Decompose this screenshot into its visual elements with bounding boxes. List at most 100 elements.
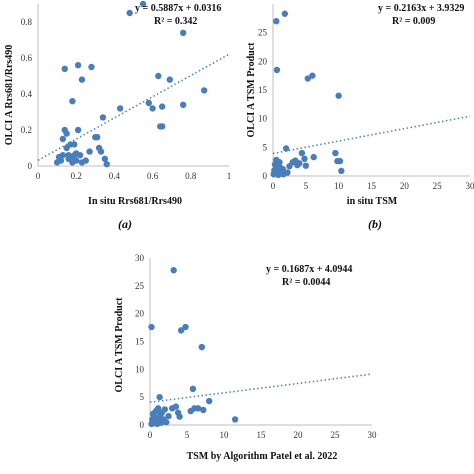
panel-c-equation: y = 0.1687x + 4.0944 <box>266 264 352 275</box>
panel-c-x-tick-label: 20 <box>294 430 304 440</box>
panel-a-data-point <box>71 141 78 148</box>
panel-c-data-point <box>194 405 202 412</box>
panel-a-data-point <box>69 98 76 105</box>
panel-a-data-point <box>74 126 82 134</box>
panel-b-x-tick-label: 5 <box>304 181 309 191</box>
panel-a-data-point <box>97 148 105 155</box>
panel-c-data-point <box>156 393 163 401</box>
panel-c-data-point <box>182 323 189 331</box>
panel-c-x-tick-label: 10 <box>220 430 230 440</box>
panel-b-data-point <box>279 165 287 173</box>
panel-c-y-tick-label: 20 <box>135 309 145 319</box>
panel-a-data-point <box>116 105 124 112</box>
panel-a-data-point <box>63 130 70 137</box>
panel-c-x-tick-label: 15 <box>257 430 267 440</box>
panel-a-data-point <box>149 105 156 112</box>
panel-c-y-tick-label: 10 <box>135 364 145 374</box>
panel-b-x-tick-label: 15 <box>367 181 377 191</box>
panel-c-xlabel: TSM by Algorithm Patel et al. 2022 <box>187 451 338 462</box>
panel-a-data-point <box>145 99 152 107</box>
panel-a-x-tick-label: 0 <box>36 171 41 181</box>
panel-a-data-point <box>59 135 67 143</box>
panel-c-data-point <box>154 405 162 412</box>
panel-b-label: (b) <box>368 217 382 231</box>
panel-a-data-point <box>57 157 65 164</box>
panel-a-r2: R² = 0.342 <box>154 16 197 27</box>
panel-c-data-point <box>200 406 207 414</box>
panel-b-xlabel: in situ TSM <box>347 196 398 207</box>
panel-c-y-tick-label: 15 <box>135 337 145 347</box>
panel-b-data-point <box>336 157 344 165</box>
panel-c-data-point <box>170 267 177 274</box>
panel-a-x-tick-label: 0.2 <box>71 171 82 181</box>
panel-a-y-tick-label: 0.2 <box>21 125 32 135</box>
panel-a-data-point <box>74 61 82 69</box>
panel-a-xlabel: In situ Rrs681/Rrs490 <box>88 196 182 207</box>
panel-a-data-point <box>86 148 93 155</box>
panel-c-data-point <box>163 419 170 426</box>
panel-c-data-point <box>177 327 185 334</box>
panel-a-y-tick-label: 0.6 <box>21 53 33 63</box>
panel-b-data-point <box>282 145 290 152</box>
panel-c-x-tick-label: 0 <box>148 430 153 440</box>
panel-b-y-tick-label: 25 <box>258 28 268 38</box>
panel-a-x-tick-label: 0.8 <box>185 171 197 181</box>
panel-b-x-tick-label: 30 <box>466 181 474 191</box>
panel-b-data-point <box>298 149 306 157</box>
panel-c-r2: R² = 0.0044 <box>282 277 330 288</box>
panel-a-ylabel: OLCI A Rrs681/Rrs490 <box>4 45 15 146</box>
panel-b-data-point <box>332 149 339 157</box>
panel-b-x-tick-label: 25 <box>433 181 443 191</box>
panel-c-data-point <box>231 416 239 423</box>
panel-b-x-tick-label: 20 <box>400 181 410 191</box>
panel-c-x-tick-label: 25 <box>331 430 341 440</box>
panel-a: 0 0.2 0.4 0.6 0.8 1 0 0.2 0.4 0.6 0.8 y = 0.5887x… <box>4 0 232 231</box>
panel-b-x-tick-label: 10 <box>334 181 344 191</box>
panel-a-data-point <box>59 152 67 159</box>
panel-b-data-point <box>335 92 342 99</box>
panel-a-data-point <box>179 29 187 36</box>
panel-c-data-point <box>198 343 205 351</box>
panel-b-data-point <box>310 153 317 161</box>
panel-a-data-point <box>101 155 109 162</box>
panel-a-data-point <box>61 65 68 73</box>
panel-b-data-point <box>296 160 303 167</box>
panel-c-y-tick-label: 30 <box>135 253 145 263</box>
panel-b-y-tick-label: 5 <box>263 142 268 152</box>
panel-c-x-tick-label: 5 <box>185 430 190 440</box>
panel-c-trendline <box>149 373 373 403</box>
panel-b-data-point <box>284 169 291 176</box>
panel-b-x-tick-label: 0 <box>271 181 276 191</box>
panel-a-data-point <box>155 72 162 80</box>
panel-a-data-point <box>179 101 187 109</box>
panel-c-data-point <box>161 406 168 413</box>
panel-a-x-tick-label: 1 <box>227 171 232 181</box>
panel-b-y-tick-label: 10 <box>258 114 268 124</box>
panel-c-data-point <box>165 412 172 420</box>
panel-b-y-tick-label: 0 <box>263 171 268 181</box>
panel-a-data-point <box>126 9 133 17</box>
panel-c-data-point <box>206 397 213 405</box>
panel-a-x-tick-label: 0.4 <box>109 171 121 181</box>
panel-b-y-tick-label: 15 <box>258 85 268 95</box>
panel-c-x-tick-label: 30 <box>368 430 378 440</box>
panel-b-data-point <box>273 18 280 25</box>
panel-b-trendline <box>272 115 471 155</box>
panel-a-label: (a) <box>118 217 132 231</box>
panel-a-data-point <box>99 114 107 121</box>
panel-c-data-point <box>189 385 197 393</box>
panel-a-data-point <box>76 152 84 159</box>
panel-b-data-point <box>338 167 345 175</box>
panel-a-data-point <box>200 87 208 94</box>
panel-a-data-point <box>88 63 95 71</box>
panel-b-data-point <box>301 155 308 162</box>
panel-a-data-point <box>78 76 86 83</box>
panel-c-data-point <box>176 413 183 420</box>
panel-a-data-point <box>139 0 147 8</box>
panel-b-equation: y = 0.2163x + 3.9329 <box>378 3 464 14</box>
panel-a-data-point <box>158 103 166 110</box>
panel-c-data-point <box>148 323 155 331</box>
panel-b-r2: R² = 0.009 <box>392 16 435 27</box>
panel-b: 0 5 10 15 20 25 30 0 5 10 15 20 25 y = 0.2163x + 3.… <box>246 3 474 231</box>
